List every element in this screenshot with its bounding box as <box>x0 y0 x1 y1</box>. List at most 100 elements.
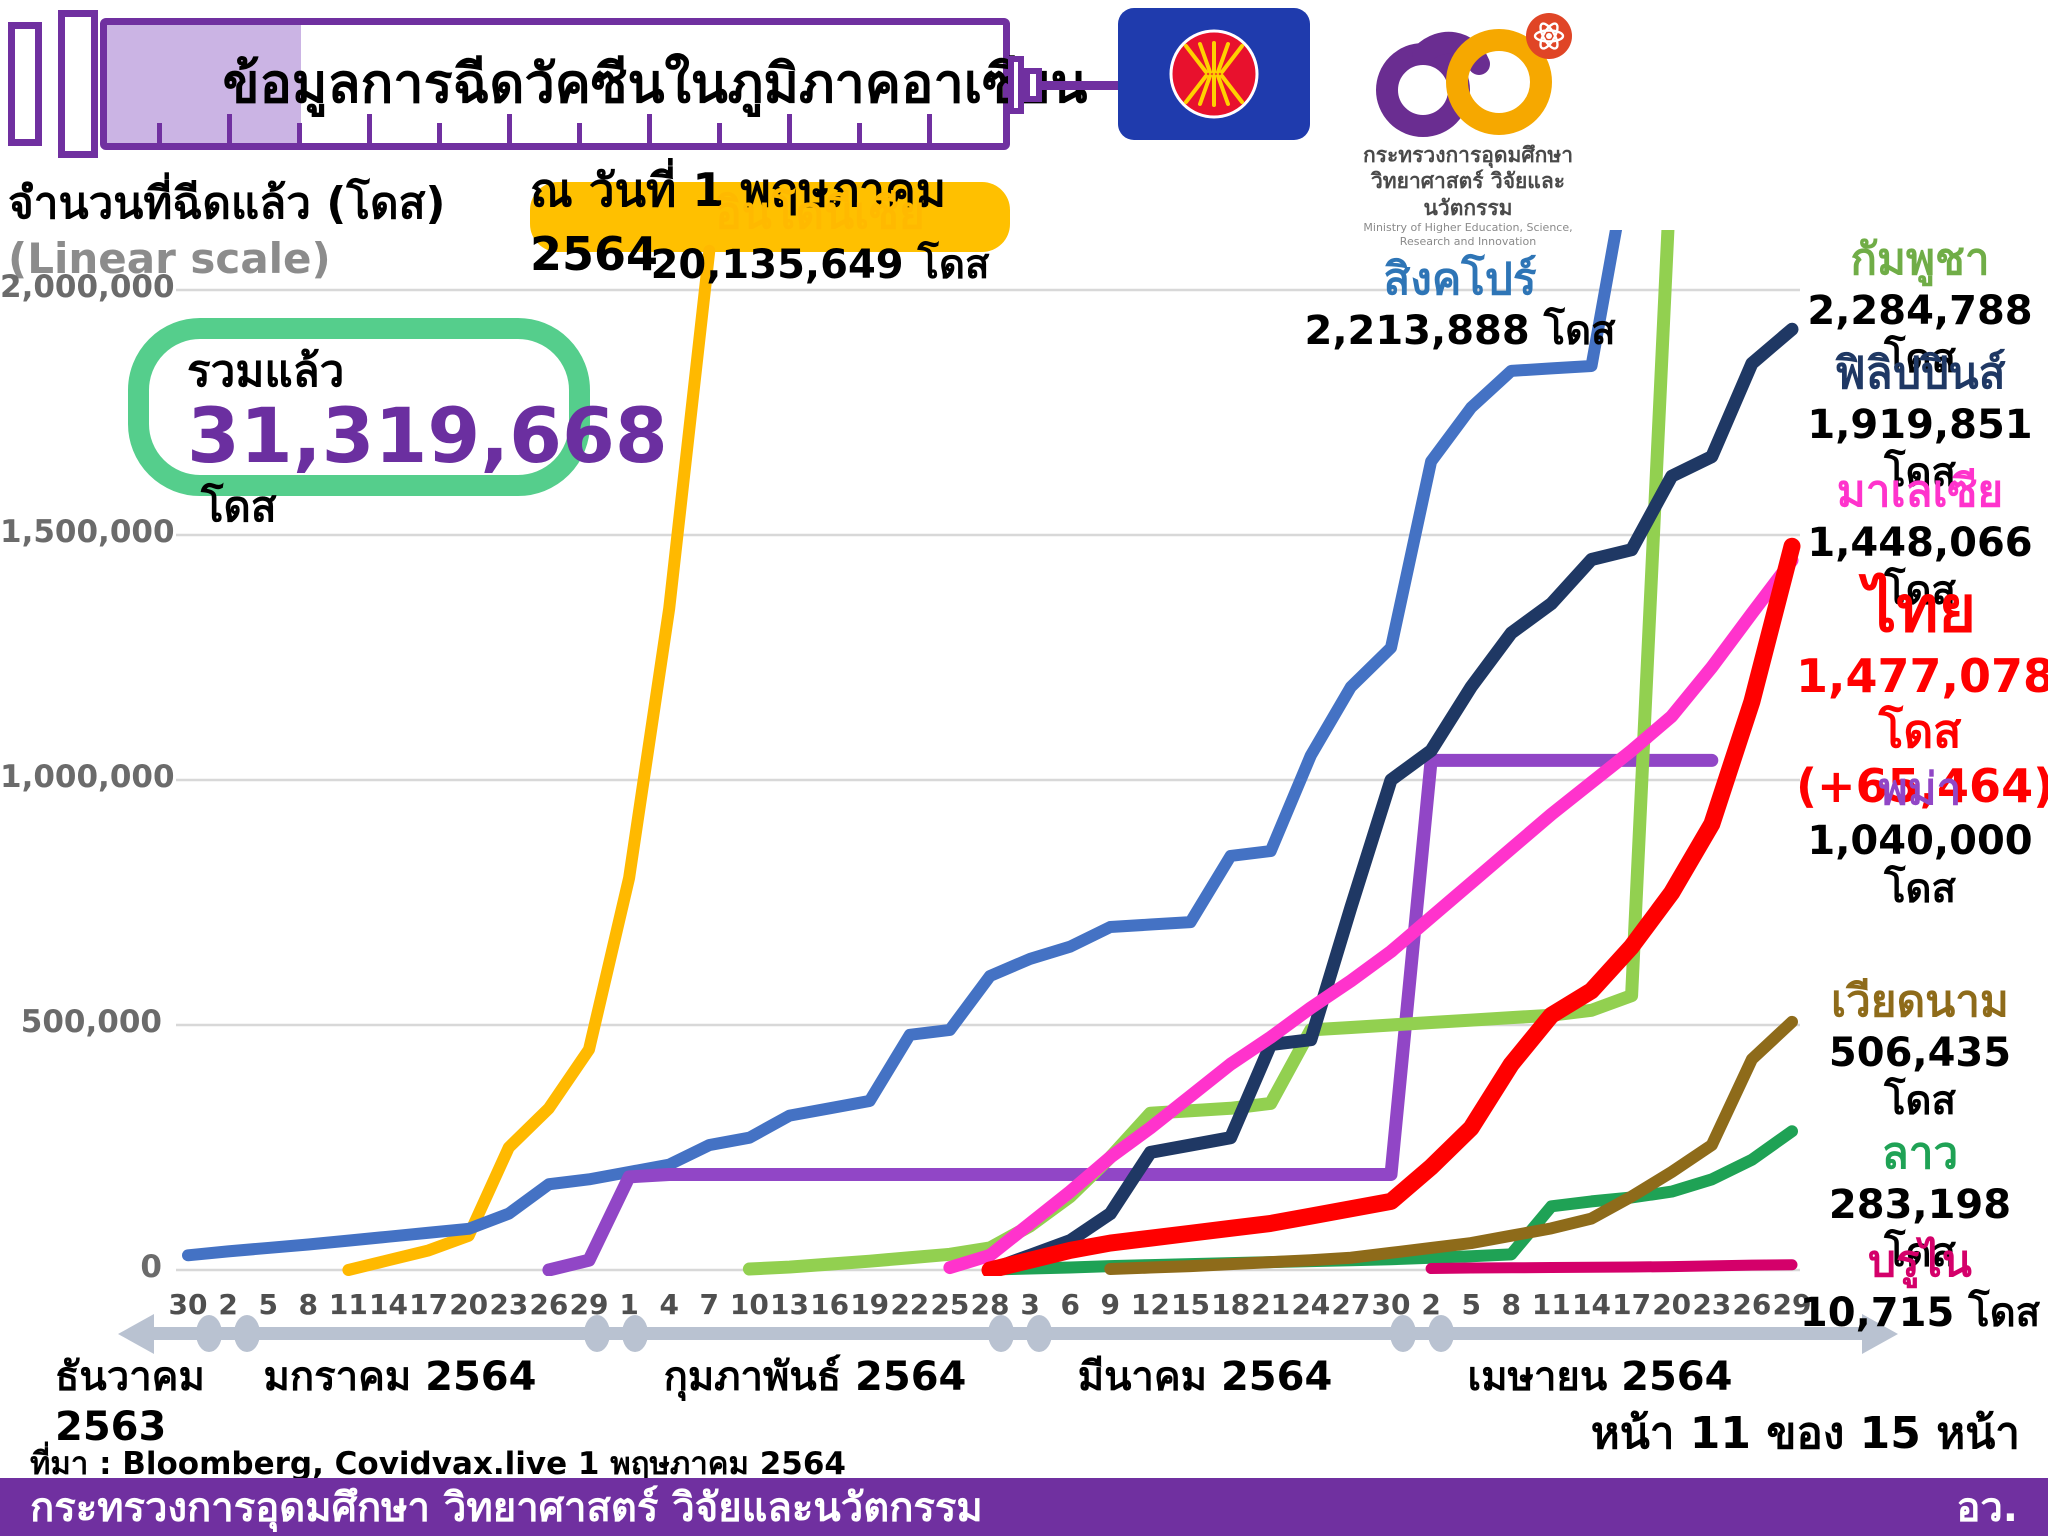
footer-ministry-name: กระทรวงการอุดมศึกษา วิทยาศาสตร์ วิจัยและ… <box>30 1485 983 1531</box>
syringe-plunger-flange <box>58 10 98 158</box>
x-tick-label: 22 <box>890 1288 930 1321</box>
x-tick-label: 3 <box>1020 1288 1040 1321</box>
total-label: รวมแล้ว <box>187 346 345 397</box>
timeline-arrow-right <box>1862 1314 1898 1354</box>
x-tick-label: 26 <box>529 1288 569 1321</box>
ministry-logo-block: กระทรวงการอุดมศึกษา วิทยาศาสตร์ วิจัยและ… <box>1358 10 1578 249</box>
x-tick-label: 23 <box>489 1288 529 1321</box>
series-label-laos: ลาว 283,198 โดส <box>1828 1128 2012 1276</box>
x-tick-label: 23 <box>1692 1288 1732 1321</box>
line-vietnam <box>1104 1015 1798 1276</box>
x-tick-label: 18 <box>1211 1288 1251 1321</box>
series-label-malaysia: มาเลเซีย 1,448,066 โดส <box>1807 466 2033 614</box>
month-label-february: กุมภาพันธ์ 2564 <box>663 1354 967 1400</box>
y-tick-label: 1,000,000 <box>0 759 175 795</box>
timeline-dot <box>988 1315 1014 1352</box>
y-tick-label: 2,000,000 <box>0 269 175 305</box>
x-tick-label: 12 <box>1130 1288 1170 1321</box>
x-tick-label: 25 <box>930 1288 970 1321</box>
total-unit: โดส <box>201 481 277 531</box>
x-tick-label: 27 <box>1331 1288 1371 1321</box>
syringe-fill <box>107 25 301 143</box>
x-tick-label: 5 <box>1461 1288 1481 1321</box>
line-philippines <box>983 322 1799 1276</box>
x-tick-label: 15 <box>1171 1288 1210 1321</box>
x-tick-label: 9 <box>1100 1288 1121 1321</box>
line-indonesia <box>342 244 716 1276</box>
x-tick-label: 21 <box>1251 1288 1291 1321</box>
x-tick-label: 11 <box>1531 1288 1571 1321</box>
timeline-dot <box>1026 1315 1052 1352</box>
x-tick-label: 20 <box>1652 1288 1692 1321</box>
y-tick-label: 500,000 <box>20 1004 162 1040</box>
series-label-indonesia: อินโดนีเซีย 20,135,649 โดส <box>650 188 990 288</box>
total-doses-box: รวมแล้ว 31,319,668 โดส <box>128 318 668 531</box>
vaccination-line-chart <box>176 230 1801 1276</box>
series-label-brunei: บรูไน 10,715 โดส <box>1799 1236 2041 1336</box>
line-cambodia <box>742 230 1675 1276</box>
timeline-dot <box>234 1315 260 1352</box>
x-tick-label: 2 <box>1421 1288 1441 1321</box>
y-tick-label: 1,500,000 <box>0 514 175 550</box>
timeline-dot <box>584 1315 610 1352</box>
x-tick-label: 10 <box>729 1288 769 1321</box>
syringe-needle <box>1042 81 1118 90</box>
timeline-arrow-left <box>118 1314 154 1354</box>
syringe-needle-base <box>1024 68 1042 102</box>
x-tick-label: 14 <box>369 1288 408 1321</box>
total-value: 31,319,668 <box>187 390 668 480</box>
x-tick-label: 1 <box>619 1288 639 1321</box>
line-singapore <box>182 230 1623 1262</box>
x-tick-label: 8 <box>1501 1288 1522 1321</box>
mhesi-60-logo-icon <box>1376 13 1572 137</box>
x-tick-label: 20 <box>449 1288 489 1321</box>
syringe-plunger-rod <box>8 22 42 146</box>
x-tick-label: 4 <box>659 1288 679 1321</box>
series-label-vietnam: เวียดนาม 506,435 โดส <box>1828 976 2012 1124</box>
page-title: ข้อมูลการฉีดวัคซีนในภูมิภาคอาเซียน <box>222 52 1088 116</box>
x-tick-label: 14 <box>1572 1288 1611 1321</box>
month-label-march: มีนาคม 2564 <box>1077 1354 1333 1400</box>
footer-bar: กระทรวงการอุดมศึกษา วิทยาศาสตร์ วิจัยและ… <box>0 1478 2048 1536</box>
x-tick-label: 17 <box>1612 1288 1652 1321</box>
footer-ministry-abbr: อว. <box>1956 1485 2018 1531</box>
series-label-thailand: ไทย 1,477,078 โดส (+65,464) <box>1796 573 2048 814</box>
x-tick-label: 24 <box>1291 1288 1331 1321</box>
thailand-daily-delta: (+65,464) <box>1796 759 2048 814</box>
x-tick-label: 30 <box>168 1288 208 1321</box>
month-label-january: มกราคม 2564 <box>263 1354 537 1400</box>
x-tick-label: 26 <box>1732 1288 1772 1321</box>
x-tick-label: 2 <box>218 1288 238 1321</box>
timeline-dot <box>196 1315 222 1352</box>
series-label-myanmar: พม่า 1,040,000 โดส <box>1807 764 2033 912</box>
asean-flag-icon <box>1118 8 1310 140</box>
ministry-name-line2: วิทยาศาสตร์ วิจัยและนวัตกรรม <box>1371 169 1565 220</box>
timeline-dot <box>1428 1315 1454 1352</box>
atom-icon <box>1526 13 1572 59</box>
x-tick-label: 8 <box>298 1288 319 1321</box>
x-tick-label: 29 <box>569 1288 609 1321</box>
series-label-philippines: ฟิลิปปินส์ 1,919,851 โดส <box>1807 348 2033 496</box>
syringe-banner: ข้อมูลการฉีดวัคซีนในภูมิภาคอาเซียน <box>100 18 1088 150</box>
page-number: หน้า 11 ของ 15 หน้า <box>1590 1408 2020 1459</box>
timeline-dot <box>622 1315 648 1352</box>
x-tick-label: 7 <box>699 1288 720 1321</box>
y-tick-label: 0 <box>140 1249 162 1285</box>
x-tick-label: 13 <box>770 1288 809 1321</box>
line-thailand <box>981 537 1801 1276</box>
syringe-graduations <box>107 109 1003 143</box>
x-tick-label: 11 <box>328 1288 368 1321</box>
month-label-april: เมษายน 2564 <box>1467 1354 1733 1400</box>
series-label-singapore: สิงคโปร์ 2,213,888 โดส <box>1304 254 1616 354</box>
syringe-needle-hub <box>1008 56 1024 114</box>
y-axis-title: จำนวนที่ฉีดแล้ว (โดส) <box>8 178 446 229</box>
source-note: ที่มา : Bloomberg, Covidvax.live 1 พฤษภา… <box>30 1446 847 1482</box>
ministry-name-english: Ministry of Higher Education, Science, R… <box>1363 220 1573 249</box>
line-malaysia <box>943 553 1799 1275</box>
x-tick-label: 5 <box>258 1288 278 1321</box>
x-tick-label: 19 <box>850 1288 890 1321</box>
x-tick-label: 16 <box>810 1288 850 1321</box>
x-tick-label: 17 <box>409 1288 449 1321</box>
series-label-cambodia: กัมพูชา 2,284,788 โดส <box>1807 234 2033 382</box>
